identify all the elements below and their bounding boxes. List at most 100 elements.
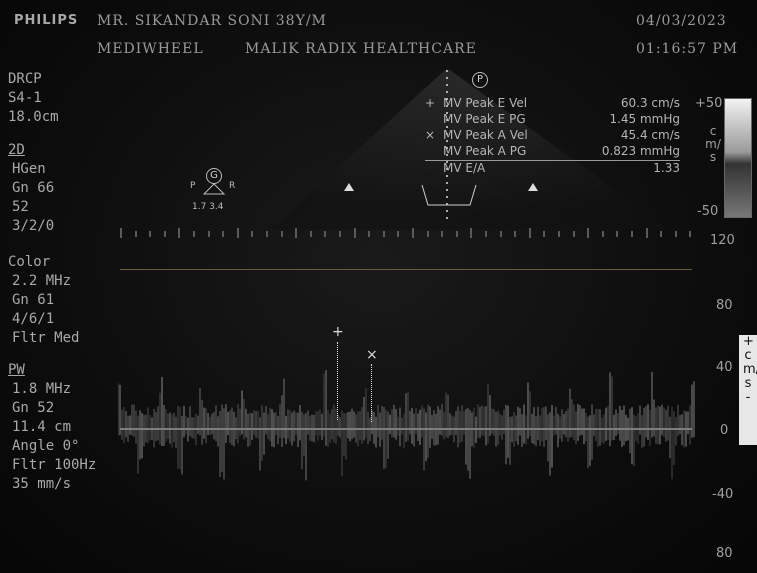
timeline-tick xyxy=(134,231,137,237)
exam-time: 01:16:57 PM xyxy=(636,41,739,57)
dynamic-range: 52 xyxy=(12,199,29,215)
pw-sweep-speed: 35 mm/s xyxy=(12,476,72,492)
scale-label: -40 xyxy=(712,487,734,502)
scale-label: 80 xyxy=(716,546,733,561)
timeline-tick xyxy=(645,228,648,238)
scale-label: 0 xyxy=(720,423,729,438)
timeline-tick xyxy=(601,231,604,237)
timeline-tick xyxy=(470,228,473,238)
persistence: 3/2/0 xyxy=(12,218,55,234)
timeline-tick xyxy=(455,231,458,237)
pw-angle: Angle 0° xyxy=(12,438,80,454)
color-box-line xyxy=(120,269,692,270)
timeline-tick xyxy=(339,231,341,237)
timeline-tick xyxy=(587,228,590,238)
timeline-tick xyxy=(616,231,619,237)
probe-label: S4-1 xyxy=(8,90,42,106)
a-caliper-line xyxy=(371,364,372,422)
preset-label: DRCP xyxy=(8,71,42,87)
timeline-tick xyxy=(426,231,429,237)
pw-title: PW xyxy=(8,362,25,378)
patient-name: MR. SIKANDAR SONI 38Y/M xyxy=(97,13,327,29)
timeline-tick xyxy=(660,231,663,237)
pw-gain: Gn 52 xyxy=(12,400,55,416)
timeline-tick xyxy=(572,231,575,237)
timeline-tick xyxy=(485,231,487,237)
timeline-tick xyxy=(324,231,327,237)
timeline-tick xyxy=(178,228,181,238)
timeline-tick xyxy=(149,231,152,237)
mode-2d-title: 2D xyxy=(8,142,25,158)
color-panel: Color 2.2 MHz Gn 61 4/6/1 Fltr Med xyxy=(8,253,79,348)
facility-name: MALIK RADIX HEALTHCARE xyxy=(245,41,477,57)
measurement-row: + MV Peak E Vel 60.3 cm/s xyxy=(425,96,680,110)
colorbar-unit: cm/s xyxy=(705,124,721,164)
color-frequency: 2.2 MHz xyxy=(12,273,72,289)
caliper-plus-icon: + xyxy=(425,96,436,110)
scale-label: 120 xyxy=(710,233,735,248)
referrer: MEDIWHEEL xyxy=(97,41,204,57)
velocity-unit-badge: +cm/s- xyxy=(739,335,757,445)
timeline-tick xyxy=(441,231,444,237)
doppler-spectrum xyxy=(118,370,695,481)
pw-panel: PW 1.8 MHz Gn 52 11.4 cm Angle 0° Fltr 1… xyxy=(8,361,96,494)
pr-p-label: P xyxy=(190,181,196,191)
timeline-tick xyxy=(543,231,546,237)
timeline-tick xyxy=(631,231,633,237)
measurement-row: × MV Peak A Vel 45.4 cm/s xyxy=(425,128,680,142)
brand-logo: PHILIPS xyxy=(14,13,79,28)
measurement-panel: + MV Peak E Vel 60.3 cm/s MV Peak E PG 1… xyxy=(425,96,680,177)
colorbar-bottom-label: -50 xyxy=(697,204,719,219)
timeline-tick xyxy=(412,228,414,238)
timeline-tick xyxy=(120,228,122,238)
caliper-x-icon: × xyxy=(366,347,378,363)
timeline-tick xyxy=(222,231,225,237)
scale-label: 80 xyxy=(716,298,733,313)
timeline-tick xyxy=(295,228,298,238)
timeline-tick xyxy=(674,231,677,237)
color-settings: 4/6/1 xyxy=(12,311,55,327)
doppler-baseline xyxy=(120,428,692,430)
timeline-tick xyxy=(163,231,166,237)
focus-marker-icon xyxy=(528,183,538,191)
caliper-x-icon: × xyxy=(425,128,436,142)
timeline-tick xyxy=(309,231,312,237)
color-title: Color xyxy=(8,254,51,270)
timeline-tick xyxy=(558,231,560,237)
pr-r-label: R xyxy=(229,181,236,191)
timeline-tick xyxy=(193,231,195,237)
timeline-tick xyxy=(251,231,254,237)
focus-marker-icon xyxy=(344,183,354,191)
timeline-tick xyxy=(689,231,692,237)
sector-image xyxy=(270,70,670,230)
gain-2d: Gn 66 xyxy=(12,180,55,196)
timeline-tick xyxy=(236,228,239,238)
colorbar-top-label: +50 xyxy=(695,96,723,111)
measurement-row: MV E/A 1.33 xyxy=(443,161,680,175)
timeline-tick xyxy=(382,231,385,237)
caliper-plus-icon: + xyxy=(332,324,344,340)
timeline-tick xyxy=(353,228,356,238)
timeline-tick xyxy=(514,231,517,237)
p-marker-icon: P xyxy=(472,72,488,88)
e-caliper-line xyxy=(337,342,338,420)
timeline-tick xyxy=(528,228,531,238)
pr-triangle-icon xyxy=(202,183,226,195)
timeline-tick xyxy=(266,231,268,237)
pw-gate-depth: 11.4 cm xyxy=(12,419,72,435)
g-marker-icon: G xyxy=(206,168,222,184)
timeline-tick xyxy=(397,231,400,237)
depth-label: 18.0cm xyxy=(8,109,59,125)
color-velocity-bar xyxy=(724,98,752,218)
timeline-tick xyxy=(499,231,502,237)
timeline-tick xyxy=(207,231,210,237)
color-filter: Fltr Med xyxy=(12,330,80,346)
measurement-row: MV Peak A PG 0.823 mmHg xyxy=(425,144,680,161)
hgen-label: HGen xyxy=(12,161,46,177)
mode-2d-panel: 2D HGen Gn 66 52 3/2/0 xyxy=(8,141,54,236)
timeline-tick xyxy=(280,231,283,237)
scale-label: 40 xyxy=(716,360,733,375)
color-gain: Gn 61 xyxy=(12,292,55,308)
measurement-row: MV Peak E PG 1.45 mmHg xyxy=(443,112,680,126)
